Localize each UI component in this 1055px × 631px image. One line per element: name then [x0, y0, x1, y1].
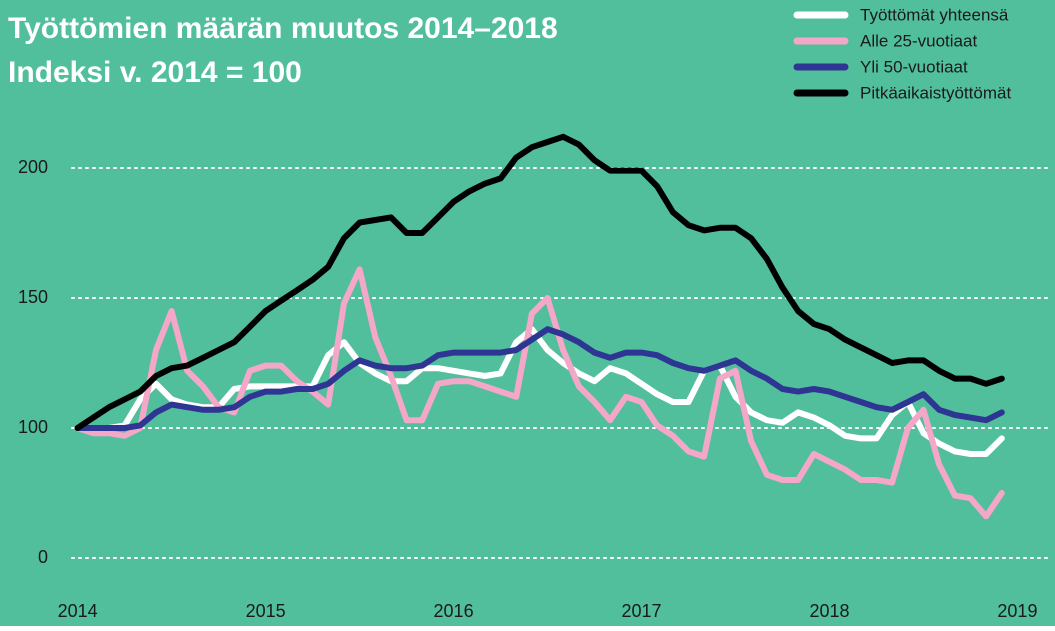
y-tick-label: 100	[18, 417, 48, 437]
legend-text: Pitkäaikaistyöttömät	[860, 83, 1011, 102]
x-tick-label: 2015	[246, 601, 286, 621]
chart-subtitle: Indeksi v. 2014 = 100	[8, 56, 302, 89]
x-tick-label: 2019	[997, 601, 1037, 621]
legend-text: Yli 50-vuotiaat	[860, 57, 968, 76]
series-line	[74, 326, 1005, 457]
legend-text: Työttömät yhteensä	[860, 5, 1009, 24]
x-tick-label: 2014	[58, 601, 98, 621]
series-line	[74, 266, 1005, 520]
y-tick-label: 150	[18, 287, 48, 307]
x-tick-label: 2017	[621, 601, 661, 621]
legend-text: Alle 25-vuotiaat	[860, 31, 977, 50]
series-line	[74, 326, 1005, 431]
y-tick-label: 0	[38, 547, 48, 567]
x-tick-label: 2018	[809, 601, 849, 621]
y-tick-label: 200	[18, 157, 48, 177]
series-line	[74, 133, 1005, 431]
x-tick-label: 2016	[434, 601, 474, 621]
chart-title: Työttömien määrän muutos 2014–2018	[8, 12, 558, 45]
